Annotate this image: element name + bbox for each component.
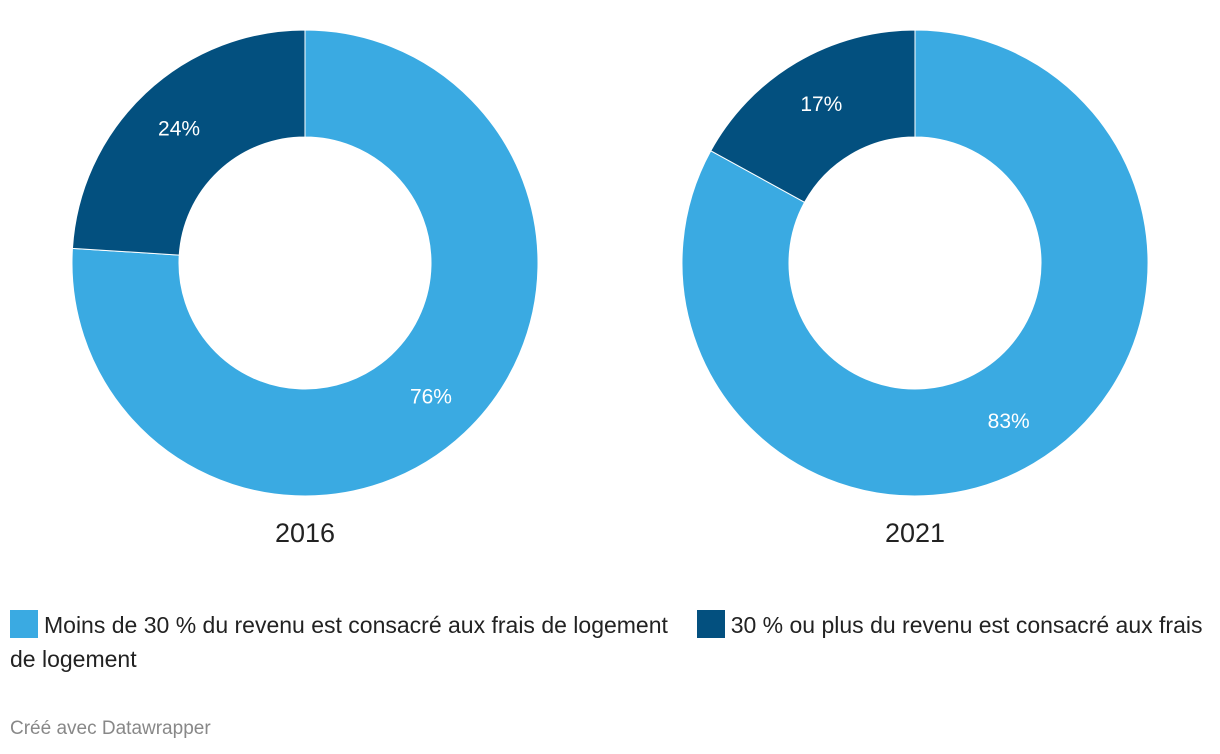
year-label-2016: 2016 bbox=[275, 518, 335, 548]
legend-label-30-ou-plus: 30 % ou plus du revenu est consacré aux … bbox=[10, 612, 1203, 672]
legend-item-30-ou-plus: 30 % ou plus du revenu est consacré aux … bbox=[10, 610, 1203, 672]
slice-label-2016-1: 24% bbox=[158, 117, 200, 140]
slice-label-2021-0: 83% bbox=[988, 410, 1030, 433]
year-label-2021: 2021 bbox=[885, 518, 945, 548]
legend-label-moins-30: Moins de 30 % du revenu est consacré aux… bbox=[44, 612, 668, 638]
legend-item-moins-30: Moins de 30 % du revenu est consacré aux… bbox=[10, 610, 674, 638]
slice-label-2021-1: 17% bbox=[800, 93, 842, 116]
slice-2016-0 bbox=[71, 29, 539, 497]
slice-label-2016-0: 76% bbox=[410, 386, 452, 409]
legend: Moins de 30 % du revenu est consacré aux… bbox=[10, 608, 1205, 676]
donut-2021: 83% 17% 2021 bbox=[681, 29, 1149, 548]
legend-swatch-moins-30 bbox=[10, 610, 38, 638]
slice-2021-1 bbox=[710, 29, 916, 203]
donut-2016: 76% 24% 2016 bbox=[71, 29, 539, 548]
footer-credit: Créé avec Datawrapper bbox=[10, 718, 211, 739]
slice-2016-1 bbox=[71, 29, 306, 256]
donut-charts: 76% 24% 2016 83% 17% 2021 bbox=[71, 29, 1149, 548]
legend-swatch-30-ou-plus bbox=[696, 610, 725, 638]
slice-2021-0 bbox=[681, 29, 1149, 497]
